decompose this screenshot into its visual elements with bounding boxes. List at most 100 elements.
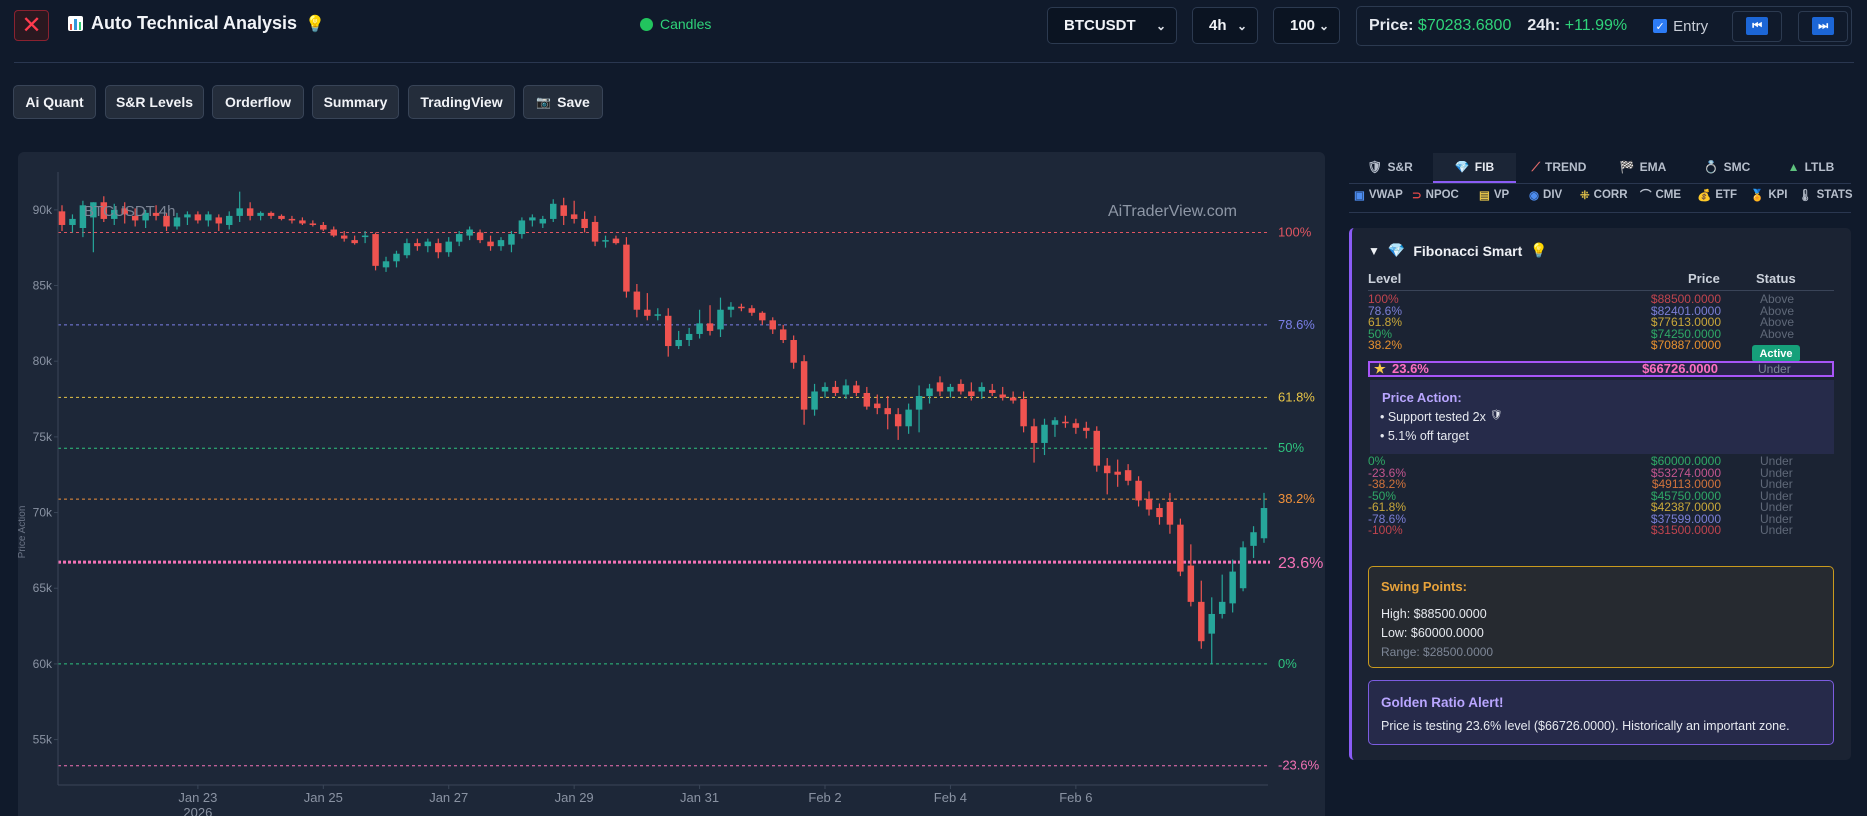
collapse-triangle-icon[interactable]: ▼ [1368,243,1380,258]
candle-body[interactable] [570,214,578,219]
candle-body[interactable] [727,306,735,310]
tradingview-button[interactable]: TradingView [408,85,515,119]
candle-count-select[interactable]: 100 ⌄ [1273,7,1340,44]
fib-row[interactable]: -100% $31500.0000 Under [1368,523,1834,537]
candle-body[interactable] [644,309,651,316]
candle-body[interactable] [550,203,557,219]
fib-row[interactable]: -23.6% $53274.0000 Under [1368,466,1834,480]
chart-mode-indicator[interactable]: Candles [640,16,711,32]
candle-body[interactable] [706,323,714,331]
candle-body[interactable] [476,232,484,241]
candle-body[interactable] [947,386,954,392]
candle-body[interactable] [800,361,808,410]
candle-body[interactable] [832,386,839,393]
candle-body[interactable] [560,205,567,216]
candle-body[interactable] [518,220,526,235]
candle-body[interactable] [1103,465,1111,474]
sr-levels-button[interactable]: S&R Levels [105,85,204,119]
subtab-stats[interactable]: 🌡 STATS [1798,186,1853,204]
candle-body[interactable] [748,308,756,313]
candle-body[interactable] [978,386,986,392]
candle-body[interactable] [424,241,432,247]
fib-row[interactable]: 38.2% $70887.0000 [1368,338,1834,352]
candle-body[interactable] [466,229,473,236]
candle-body[interactable] [361,235,369,238]
candle-body[interactable] [581,218,588,229]
candle-body[interactable] [414,243,421,247]
candle-body[interactable] [320,224,327,230]
candle-body[interactable] [1062,421,1069,424]
candle-body[interactable] [612,238,620,244]
timeframe-select[interactable]: 4h ⌄ [1192,7,1258,44]
candle-body[interactable] [738,306,745,309]
candle-body[interactable] [163,215,170,227]
fib-row[interactable]: -38.2% $49113.0000 Under [1368,477,1834,491]
candle-body[interactable] [884,408,891,415]
candle-body[interactable] [685,333,693,341]
candle-body[interactable] [633,291,641,310]
candle-body[interactable] [267,212,275,216]
candle-body[interactable] [529,217,536,221]
candle-body[interactable] [351,240,358,244]
candle-body[interactable] [299,220,306,224]
subtab-etf[interactable]: 💰 ETF [1697,186,1737,204]
candle-body[interactable] [58,211,66,225]
candle-body[interactable] [936,382,944,392]
candle-body[interactable] [894,414,902,427]
candle-body[interactable] [591,221,599,242]
candle-body[interactable] [1260,508,1268,539]
candle-body[interactable] [205,214,212,221]
tab-ltlb[interactable]: ▲ LTLB [1770,153,1852,181]
price-chart[interactable]: 100% 78.6% 61.8% 50% 38.2% 23.6% 0% -23.6% 90k 8… [18,152,1325,816]
fib-row[interactable]: 78.6% $82401.0000 Above [1368,304,1834,318]
candle-body[interactable] [1208,613,1215,634]
candle-body[interactable] [1166,501,1174,525]
candle-body[interactable] [435,243,442,253]
candle-body[interactable] [779,329,787,341]
jump-start-button[interactable]: ⏮ [1732,10,1783,42]
candle-body[interactable] [194,214,202,221]
candle-body[interactable] [121,208,128,215]
candle-body[interactable] [999,394,1006,398]
fib-row-active[interactable]: ★ 23.6% $66726.0000 Under [1368,361,1834,377]
candle-body[interactable] [696,323,703,334]
fib-row[interactable]: 0% $60000.0000 Under [1368,454,1834,468]
candle-body[interactable] [1145,498,1153,510]
candle-body[interactable] [173,217,181,227]
checkbox-checked-icon[interactable]: ✓ [1653,19,1668,33]
fib-row[interactable]: -50% $45750.0000 Under [1368,489,1834,503]
tab-fib[interactable]: 💎 FIB [1433,153,1516,183]
candle-body[interactable] [403,243,411,256]
candle-body[interactable] [1229,571,1236,604]
candle-body[interactable] [957,383,965,392]
candle-body[interactable] [1051,420,1059,425]
fib-row[interactable]: -61.8% $42387.0000 Under [1368,500,1834,514]
candle-body[interactable] [675,340,682,347]
candle-body[interactable] [100,202,108,219]
candle-body[interactable] [487,241,494,247]
candle-body[interactable] [184,214,191,218]
candlestick-chart-svg[interactable]: 100% 78.6% 61.8% 50% 38.2% 23.6% 0% -23.6% 90k 8… [18,152,1325,816]
candle-body[interactable] [1030,426,1038,443]
fib-row[interactable]: 50% $74250.0000 Above [1368,327,1834,341]
candle-body[interactable] [842,385,850,395]
subtab-corr[interactable]: ⁜ CORR [1580,186,1628,204]
fib-row[interactable]: -78.6% $37599.0000 Under [1368,512,1834,526]
candle-body[interactable] [539,218,547,224]
candle-body[interactable] [225,215,233,225]
candle-body[interactable] [236,208,243,216]
candle-body[interactable] [90,202,97,218]
tab-sr[interactable]: 🛡 S&R [1349,153,1431,181]
candle-body[interactable] [905,409,912,427]
candle-body[interactable] [811,391,818,410]
tab-trend[interactable]: ⟋ TREND [1518,153,1600,181]
candle-body[interactable] [1198,601,1205,642]
candle-body[interactable] [1093,430,1101,466]
candle-body[interactable] [278,215,285,219]
candle-body[interactable] [1083,427,1090,431]
candle-body[interactable] [1009,397,1017,401]
candle-body[interactable] [1072,423,1080,428]
candle-body[interactable] [654,314,662,316]
candle-body[interactable] [1135,480,1142,501]
candle-body[interactable] [926,388,933,397]
